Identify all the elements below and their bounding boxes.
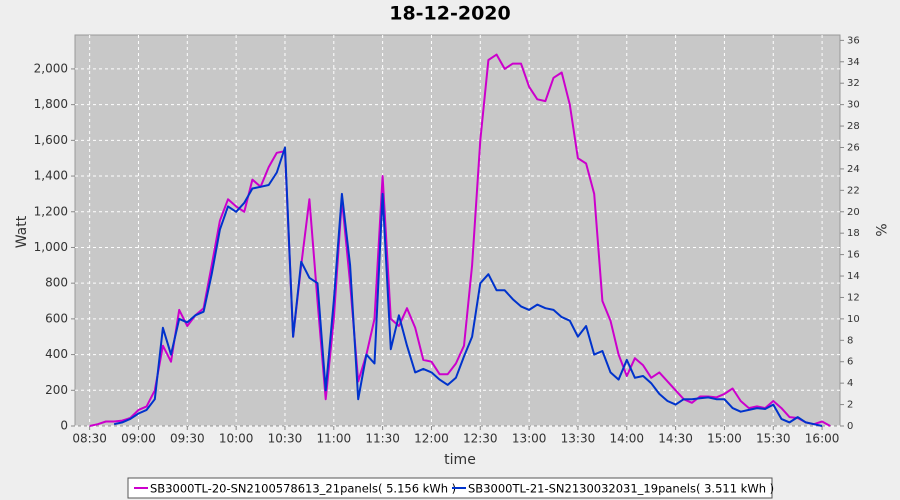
- x-tick-label: 14:30: [658, 432, 693, 446]
- y-tick-label: 1,600: [34, 133, 68, 147]
- x-tick-label: 14:00: [609, 432, 644, 446]
- legend-label: SB3000TL-21-SN2130032031_19panels( 3.511…: [468, 482, 774, 496]
- y-tick-label: 1,800: [34, 97, 68, 111]
- y2-tick-label: 16: [847, 250, 860, 261]
- x-tick-label: 13:00: [512, 432, 547, 446]
- y2-tick-label: 24: [847, 164, 860, 175]
- series-line: [89, 53, 831, 427]
- x-tick-label: 13:30: [561, 432, 596, 446]
- y2-tick-label: 14: [847, 271, 860, 282]
- y-tick-label: 400: [45, 347, 68, 361]
- x-tick-label: 09:00: [121, 432, 156, 446]
- x-tick-label: 11:30: [365, 432, 400, 446]
- y-tick-label: 1,200: [34, 204, 68, 218]
- y2-tick-label: 2: [847, 400, 853, 411]
- plot-area: [74, 34, 841, 427]
- y-tick-label: 1,000: [34, 240, 68, 254]
- x-tick-label: 10:00: [219, 432, 254, 446]
- x-tick-label: 12:00: [414, 432, 449, 446]
- x-tick-label: 16:00: [805, 432, 840, 446]
- y-tick-label: 600: [45, 311, 68, 325]
- y-tick-label: 800: [45, 276, 68, 290]
- series-line: [113, 146, 823, 427]
- y2-tick-label: 26: [847, 142, 860, 153]
- y2-tick-label: 4: [847, 378, 853, 389]
- x-tick-label: 12:30: [463, 432, 498, 446]
- y2-tick-label: 12: [847, 292, 860, 303]
- y-tick-label: 200: [45, 383, 68, 397]
- x-tick-label: 08:30: [72, 432, 107, 446]
- y2-tick-label: 6: [847, 357, 853, 368]
- y2-tick-label: 28: [847, 121, 860, 132]
- legend: [127, 477, 773, 499]
- x-tick-label: 15:30: [756, 432, 791, 446]
- y2-tick-label: 32: [847, 78, 860, 89]
- y2-tick-label: 34: [847, 57, 860, 68]
- x-tick-label: 11:00: [317, 432, 352, 446]
- y2-tick-label: 18: [847, 228, 860, 239]
- y2-tick-label: 8: [847, 335, 853, 346]
- x-tick-label: 15:00: [707, 432, 742, 446]
- y2-tick-label: 36: [847, 35, 860, 46]
- x-tick-label: 10:30: [268, 432, 303, 446]
- y2-axis-label: %: [872, 223, 888, 236]
- x-tick-label: 09:30: [170, 432, 205, 446]
- y-tick-label: 1,400: [34, 169, 68, 183]
- x-axis-label: time: [444, 452, 476, 468]
- y-tick-label: 2,000: [34, 61, 68, 75]
- legend-label: SB3000TL-20-SN2100578613_21panels( 5.156…: [150, 482, 456, 496]
- y2-tick-label: 30: [847, 100, 860, 111]
- chart-title: 18-12-2020: [389, 3, 511, 25]
- y2-tick-label: 20: [847, 207, 860, 218]
- y-axis-label: Watt: [14, 215, 30, 248]
- y2-tick-label: 0: [847, 421, 853, 432]
- y-tick-label: 0: [60, 419, 68, 433]
- y2-tick-label: 22: [847, 185, 860, 196]
- y2-tick-label: 10: [847, 314, 860, 325]
